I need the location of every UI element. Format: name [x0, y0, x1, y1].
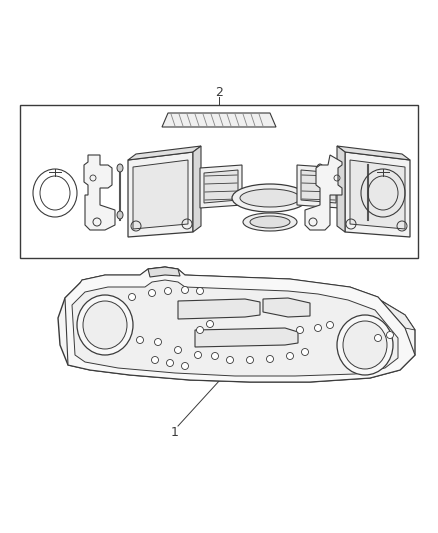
- Polygon shape: [200, 165, 242, 208]
- Polygon shape: [297, 165, 340, 208]
- Polygon shape: [337, 146, 410, 160]
- Ellipse shape: [166, 359, 173, 367]
- Text: 1: 1: [171, 425, 179, 439]
- Polygon shape: [350, 160, 405, 229]
- Ellipse shape: [374, 335, 381, 342]
- Polygon shape: [84, 155, 115, 230]
- Polygon shape: [65, 267, 415, 382]
- Polygon shape: [195, 328, 298, 347]
- Ellipse shape: [117, 211, 123, 219]
- Ellipse shape: [297, 327, 304, 334]
- Polygon shape: [128, 152, 193, 237]
- Ellipse shape: [128, 294, 135, 301]
- Ellipse shape: [317, 211, 323, 219]
- Ellipse shape: [243, 213, 297, 231]
- Polygon shape: [204, 170, 238, 203]
- Ellipse shape: [337, 315, 393, 375]
- Ellipse shape: [174, 346, 181, 353]
- Ellipse shape: [226, 357, 233, 364]
- Polygon shape: [193, 146, 201, 232]
- Ellipse shape: [83, 301, 127, 349]
- Ellipse shape: [343, 321, 387, 369]
- Ellipse shape: [232, 184, 308, 212]
- Polygon shape: [148, 267, 180, 277]
- Polygon shape: [72, 280, 398, 376]
- Text: 2: 2: [215, 86, 223, 100]
- Ellipse shape: [212, 352, 219, 359]
- Ellipse shape: [240, 189, 300, 207]
- Ellipse shape: [197, 287, 204, 295]
- Polygon shape: [58, 270, 415, 382]
- Ellipse shape: [117, 164, 123, 172]
- Polygon shape: [128, 146, 201, 160]
- Bar: [20, 105, 418, 258]
- Ellipse shape: [206, 320, 213, 327]
- Ellipse shape: [314, 325, 321, 332]
- Ellipse shape: [266, 356, 273, 362]
- Ellipse shape: [386, 332, 393, 338]
- Ellipse shape: [152, 357, 159, 364]
- Polygon shape: [345, 152, 410, 237]
- Ellipse shape: [317, 164, 323, 172]
- Ellipse shape: [148, 289, 155, 296]
- Polygon shape: [301, 170, 336, 203]
- Ellipse shape: [250, 216, 290, 228]
- Ellipse shape: [197, 327, 204, 334]
- Ellipse shape: [165, 287, 172, 295]
- Polygon shape: [80, 267, 415, 330]
- Ellipse shape: [77, 295, 133, 355]
- Ellipse shape: [181, 362, 188, 369]
- Ellipse shape: [286, 352, 293, 359]
- Ellipse shape: [137, 336, 144, 343]
- Ellipse shape: [247, 357, 254, 364]
- Ellipse shape: [194, 351, 201, 359]
- Ellipse shape: [326, 321, 333, 328]
- Polygon shape: [178, 299, 260, 319]
- Polygon shape: [162, 113, 276, 127]
- Polygon shape: [337, 146, 345, 232]
- Polygon shape: [263, 298, 310, 317]
- Polygon shape: [133, 160, 188, 229]
- Ellipse shape: [301, 349, 308, 356]
- Ellipse shape: [155, 338, 162, 345]
- Ellipse shape: [181, 287, 188, 294]
- Polygon shape: [305, 155, 342, 230]
